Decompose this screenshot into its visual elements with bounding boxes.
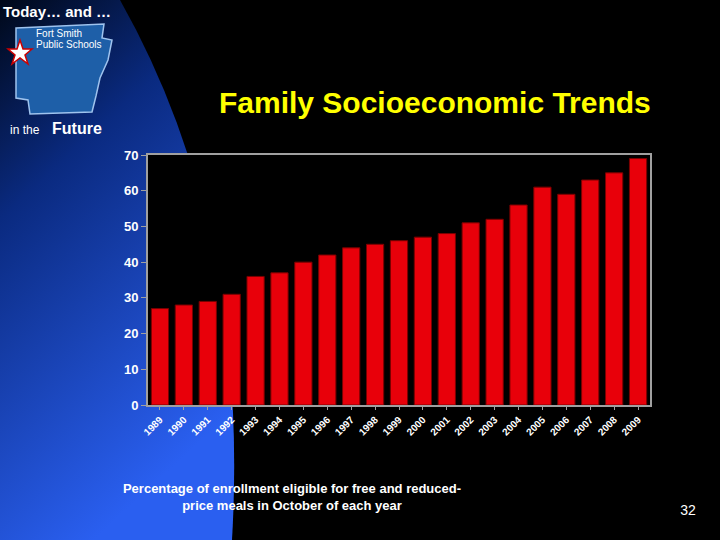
- svg-text:2003: 2003: [476, 414, 500, 438]
- svg-text:10: 10: [124, 362, 138, 377]
- svg-text:0: 0: [131, 398, 138, 413]
- svg-text:70: 70: [124, 148, 138, 163]
- svg-text:50: 50: [124, 219, 138, 234]
- svg-text:2006: 2006: [548, 414, 572, 438]
- html-text:Percentage of enrollment eligi: Percentage of enrollment eligible for fr…: [123, 481, 461, 513]
- svg-text:2002: 2002: [452, 414, 476, 438]
- html-text:32: 32: [680, 502, 696, 518]
- svg-text:1997: 1997: [333, 414, 357, 438]
- svg-text:40: 40: [124, 255, 138, 270]
- svg-text:2008: 2008: [596, 414, 620, 438]
- svg-text:2004: 2004: [500, 414, 524, 438]
- svg-text:1994: 1994: [261, 414, 285, 438]
- svg-text:Public Schools: Public Schools: [36, 39, 102, 50]
- svg-text:Fort Smith: Fort Smith: [36, 28, 82, 39]
- svg-text:1996: 1996: [309, 414, 333, 438]
- svg-text:1989: 1989: [141, 414, 165, 438]
- svg-text:Future: Future: [52, 120, 102, 137]
- svg-text:2007: 2007: [572, 414, 596, 438]
- svg-text:Today… and …: Today… and …: [3, 3, 111, 20]
- svg-text:1993: 1993: [237, 414, 261, 438]
- svg-text:1990: 1990: [165, 414, 189, 438]
- svg-text:1992: 1992: [213, 414, 237, 438]
- svg-text:Family Socioeconomic Trends: Family Socioeconomic Trends: [219, 86, 651, 119]
- svg-text:2001: 2001: [428, 414, 452, 438]
- svg-text:1995: 1995: [285, 414, 309, 438]
- svg-text:in the: in the: [10, 123, 40, 137]
- svg-text:2000: 2000: [404, 414, 428, 438]
- svg-text:30: 30: [124, 290, 138, 305]
- svg-text:2005: 2005: [524, 414, 548, 438]
- svg-text:1991: 1991: [189, 414, 213, 438]
- svg-text:1999: 1999: [380, 414, 404, 438]
- svg-text:60: 60: [124, 183, 138, 198]
- svg-text:1998: 1998: [357, 414, 381, 438]
- svg-text:2009: 2009: [619, 414, 643, 438]
- svg-text:20: 20: [124, 326, 138, 341]
